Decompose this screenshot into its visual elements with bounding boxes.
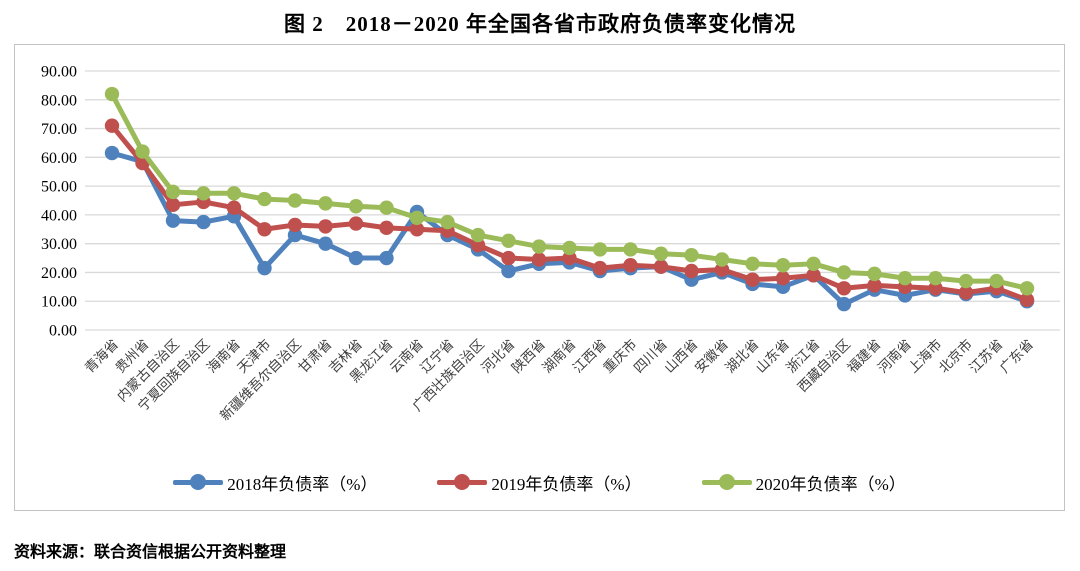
svg-text:70.00: 70.00 (41, 121, 77, 138)
svg-text:四川省: 四川省 (631, 337, 670, 376)
x-axis-tick-labels: 青海省贵州省内蒙古自治区宁夏回族自治区海南省天津市新疆维吾尔自治区甘肃省吉林省黑… (82, 336, 1036, 424)
svg-text:0.00: 0.00 (49, 323, 77, 340)
svg-text:上海市: 上海市 (905, 336, 945, 376)
chart-area: 0.00 10.00 20.00 30.00 40.00 50.00 60.00 70.00 8… (14, 44, 1065, 511)
legend-label-2018: 2018年负债率（%） (227, 474, 378, 494)
series-2020年负债率（%） (104, 86, 1035, 296)
legend-marker-2018-icon (173, 474, 224, 490)
svg-text:山西省: 山西省 (661, 337, 700, 376)
svg-text:安徽省: 安徽省 (692, 337, 731, 376)
svg-text:江苏省: 江苏省 (966, 337, 1005, 376)
svg-text:云南省: 云南省 (387, 337, 426, 376)
svg-text:河南省: 河南省 (875, 337, 914, 376)
legend-marker-2019-icon (437, 474, 488, 490)
svg-text:江西省: 江西省 (570, 337, 609, 376)
svg-text:重庆市: 重庆市 (600, 336, 640, 376)
source-note: 资料来源：联合资信根据公开资料整理 (14, 544, 287, 561)
svg-text:50.00: 50.00 (41, 179, 77, 196)
gridlines (85, 70, 1060, 331)
line-chart-canvas: 0.00 10.00 20.00 30.00 40.00 50.00 60.00 70.00 8… (41, 64, 1060, 424)
svg-text:30.00: 30.00 (41, 236, 77, 253)
y-axis-tick-labels: 0.00 10.00 20.00 30.00 40.00 50.00 60.00 70.00 8… (41, 64, 77, 340)
legend-label-2019: 2019年负债率（%） (491, 474, 642, 494)
svg-text:青海省: 青海省 (82, 337, 121, 376)
figure-title: 图 2 2018－2020 年全国各省市政府负债率变化情况 (284, 12, 796, 36)
svg-text:广东省: 广东省 (997, 337, 1036, 376)
legend-item-2020: 2020年负债率（%） (701, 470, 906, 495)
svg-text:湖南省: 湖南省 (539, 337, 578, 376)
svg-text:海南省: 海南省 (204, 337, 243, 376)
legend-label-2020: 2020年负债率（%） (755, 474, 906, 494)
svg-text:陕西省: 陕西省 (509, 337, 548, 376)
svg-text:河北省: 河北省 (478, 337, 517, 376)
svg-text:10.00: 10.00 (41, 294, 77, 311)
svg-text:60.00: 60.00 (41, 150, 77, 167)
svg-text:北京市: 北京市 (935, 336, 975, 376)
svg-text:甘肃省: 甘肃省 (295, 337, 334, 376)
svg-text:40.00: 40.00 (41, 207, 77, 224)
svg-text:20.00: 20.00 (41, 265, 77, 282)
svg-text:80.00: 80.00 (41, 92, 77, 109)
legend-marker-2020-icon (701, 474, 752, 490)
legend-item-2018: 2018年负债率（%） (173, 470, 377, 495)
chart-legend: 2018年负债率（%） 2019年负债率（%） 2020年负债率（%） (15, 465, 1064, 499)
svg-text:山东省: 山东省 (753, 337, 792, 376)
svg-text:湖北省: 湖北省 (722, 337, 761, 376)
legend-item-2019: 2019年负债率（%） (437, 470, 642, 495)
svg-text:福建省: 福建省 (844, 337, 883, 376)
svg-text:90.00: 90.00 (41, 64, 77, 81)
